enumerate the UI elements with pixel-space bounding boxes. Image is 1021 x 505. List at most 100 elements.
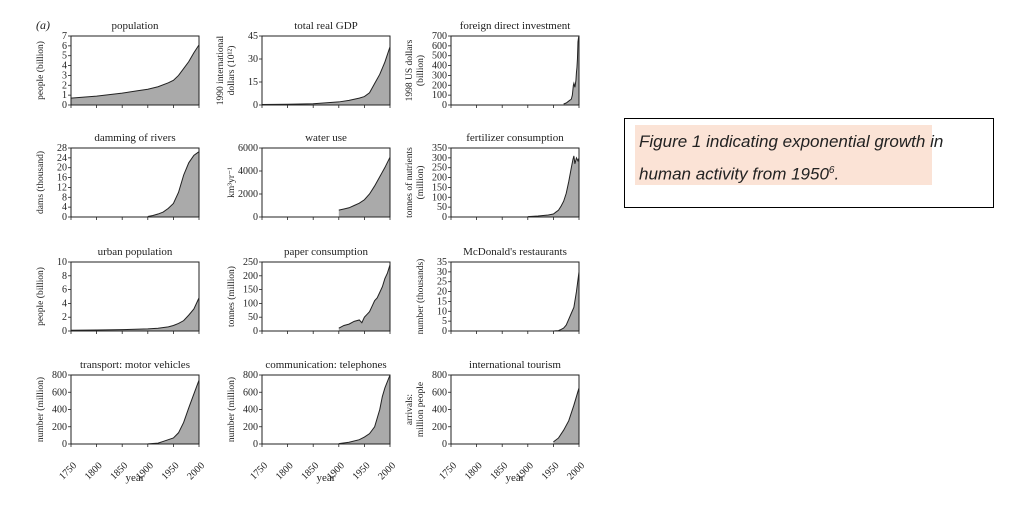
y-axis-label: dollars (10¹²) [226,46,237,96]
series-line [338,264,391,329]
chart-international-tourism: international tourism 0 200 400 600 800 arriva… [405,359,587,484]
y-tick-label: 0 [442,212,447,223]
y-tick-label: 4000 [238,166,258,177]
y-tick-label: 35 [437,257,447,268]
series-line [338,156,391,211]
series-line [70,297,200,331]
y-axis-label: people (billion) [35,267,46,326]
x-tick-label: 1950 [351,460,373,482]
chart-title: paper consumption [284,246,369,258]
chart-total-real-gdp: total real GDP 0 15 30 45 1990 international d… [216,20,391,111]
y-axis-label: tonnes (million) [226,266,237,327]
y-tick-label: 200 [243,271,258,282]
y-tick-label: 0 [442,439,447,450]
y-tick-label: 10 [437,306,447,317]
y-tick-label: 1 [62,90,67,101]
y-tick-label: 0 [253,439,258,450]
chart-title: communication: telephones [265,359,386,371]
x-tick-label: 2000 [565,460,587,482]
y-axis-label: dams (thousand) [35,151,46,214]
chart-paper-consumption: paper consumption 0 50 100 150 200 250 tonnes (… [226,246,391,337]
y-tick-label: 400 [243,405,258,416]
x-tick-label: 1800 [274,460,296,482]
y-tick-label: 5 [442,316,447,327]
y-tick-label: 0 [253,100,258,111]
caption-suffix: . [834,164,840,184]
x-tick-label: 1800 [463,460,485,482]
series-line [553,387,580,443]
y-tick-label: 25 [437,277,447,288]
y-tick-label: 200 [243,422,258,433]
y-axis-label: (million) [415,166,426,200]
y-tick-label: 4 [62,61,67,72]
y-tick-label: 350 [432,143,447,154]
plot-frame [261,147,391,218]
y-tick-label: 0 [62,439,67,450]
y-tick-label: 0 [442,100,447,111]
plot-frame [261,35,391,106]
y-tick-label: 15 [248,77,258,88]
series-area [71,297,199,331]
y-axis-label: tonnes of nutrients [404,147,415,218]
panel-label: (a) [36,18,50,32]
chart-title: total real GDP [294,20,358,32]
chart-title: urban population [98,246,173,258]
y-tick-label: 45 [248,31,258,42]
y-tick-label: 0 [442,326,447,337]
x-tick-label: 1800 [83,460,105,482]
y-axis-label: number (thousands) [415,259,426,335]
x-tick-label: 1750 [57,460,79,482]
y-tick-label: 12 [57,182,67,193]
y-tick-label: 100 [432,90,447,101]
y-tick-label: 28 [57,143,67,154]
x-axis-label: year [506,472,525,484]
series-area [338,157,390,217]
y-tick-label: 200 [432,173,447,184]
chart-foreign-direct-investment: foreign direct investment 010020030040050… [405,20,580,111]
series-area [338,375,390,444]
series-area [71,44,199,105]
y-tick-label: 50 [437,202,447,213]
plot-frame [450,147,580,218]
series-area [553,387,579,444]
y-tick-label: 2 [62,80,67,91]
y-tick-label: 10 [57,257,67,268]
y-tick-label: 20 [437,287,447,298]
y-tick-label: 250 [432,163,447,174]
chart-title: water use [305,132,347,144]
x-axis-label: year [317,472,336,484]
y-axis-label: 1998 US dollars [405,39,415,101]
caption-text: Figure 1 indicating exponential growth i… [639,127,989,189]
y-tick-label: 4 [62,298,67,309]
y-tick-label: 4 [62,202,67,213]
y-tick-label: 150 [243,285,258,296]
y-tick-label: 600 [432,387,447,398]
y-tick-label: 8 [62,192,67,203]
y-tick-label: 6 [62,41,67,52]
y-tick-label: 300 [432,153,447,164]
y-tick-label: 400 [52,405,67,416]
y-axis-label: people (billion) [35,41,46,100]
series-area [527,155,579,217]
series-area [262,46,390,105]
y-tick-label: 800 [243,370,258,381]
plot-frame [450,374,580,445]
y-tick-label: 2 [62,312,67,323]
caption-highlight [635,125,932,185]
y-tick-label: 150 [432,182,447,193]
y-axis-label: million people [416,382,426,437]
series-line [147,380,200,445]
y-tick-label: 2000 [238,189,258,200]
series-area [563,36,579,105]
x-tick-label: 2000 [376,460,398,482]
plot-frame [70,147,200,218]
y-tick-label: 30 [437,267,447,278]
y-tick-label: 400 [432,61,447,72]
series-line [147,151,200,217]
x-tick-label: 1950 [160,460,182,482]
x-tick-label: 1950 [540,460,562,482]
caption-superscript: 6 [828,165,835,176]
